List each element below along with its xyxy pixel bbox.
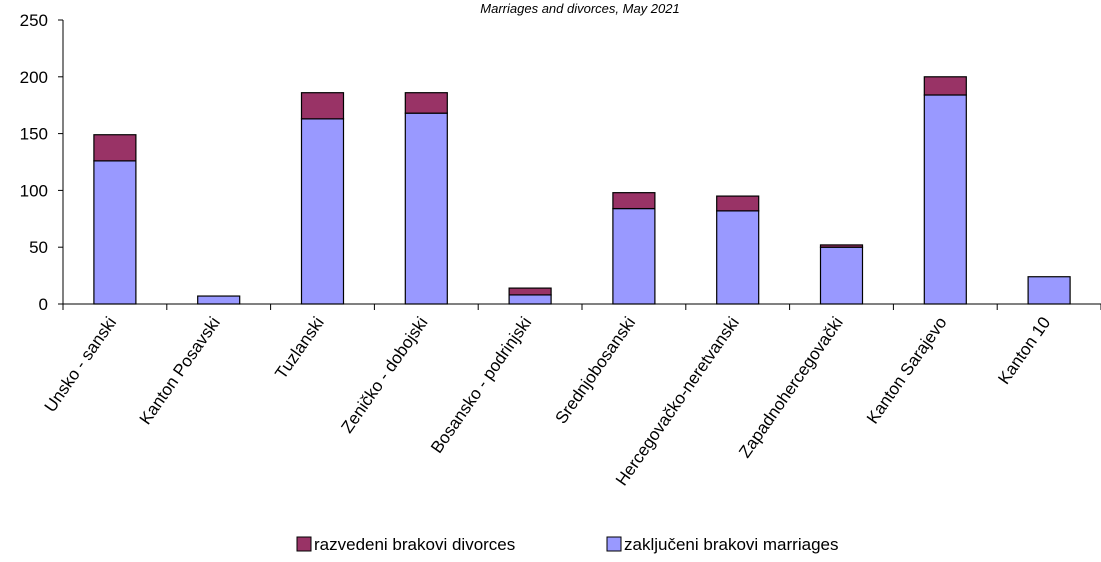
bar-marriages: [716, 210, 760, 305]
legend-swatch: [606, 536, 622, 552]
x-tick-label: Kanton 10: [994, 313, 1054, 387]
x-tick-label: Srednjobosanski: [552, 313, 640, 427]
bar-divorces: [716, 195, 760, 212]
y-tick-label: 0: [39, 295, 48, 314]
x-tick-label: Tuzlanski: [271, 313, 327, 382]
bar-divorces: [300, 92, 345, 120]
legend: razvedeni brakovi divorces zaključeni bra…: [296, 535, 838, 554]
x-tick-label: Unsko - sanski: [41, 313, 121, 415]
x-axis: Unsko - sanski Kanton Posavski Tuzlanski Ze…: [41, 303, 1101, 489]
legend-label: razvedeni brakovi divorces: [314, 535, 515, 554]
x-tick-label: Kanton Posavski: [136, 313, 224, 428]
legend-label: zaključeni brakovi marriages: [624, 535, 838, 554]
x-tick-label: Bosansko - podrinjski: [427, 313, 535, 456]
x-tick-label: Zeničko - dobojski: [337, 313, 431, 436]
bar-marriages: [300, 118, 345, 305]
y-tick-label: 100: [20, 181, 48, 200]
y-tick-label: 150: [20, 125, 48, 144]
bar-divorces: [93, 134, 137, 162]
y-tick-label: 50: [29, 238, 48, 257]
legend-swatch: [296, 536, 312, 552]
bar-marriages: [508, 294, 552, 305]
bars-group: [93, 76, 1071, 305]
chart-title: Marriages and divorces, May 2021: [480, 1, 679, 16]
bar-marriages: [1027, 276, 1071, 305]
bar-divorces: [508, 287, 552, 296]
bar-divorces: [923, 76, 967, 96]
y-tick-label: 200: [20, 68, 48, 87]
bar-marriages: [93, 160, 137, 305]
bar-marriages: [819, 246, 864, 305]
x-tick-label: Zapadnohercegovački: [735, 313, 847, 461]
bar-divorces: [404, 92, 448, 114]
bar-marriages: [404, 112, 448, 305]
y-tick-label: 250: [20, 11, 48, 30]
bar-divorces: [819, 244, 864, 248]
bar-marriages: [612, 207, 656, 305]
x-tick-label: Kanton Sarajevo: [863, 313, 951, 427]
bar-marriages: [197, 295, 241, 305]
x-tick-label: Hercegovačko-neretvanski: [612, 313, 743, 489]
bar-divorces: [612, 192, 656, 210]
bar-marriages: [923, 94, 967, 305]
y-axis: 0 50 100 150 200 250: [20, 11, 64, 314]
